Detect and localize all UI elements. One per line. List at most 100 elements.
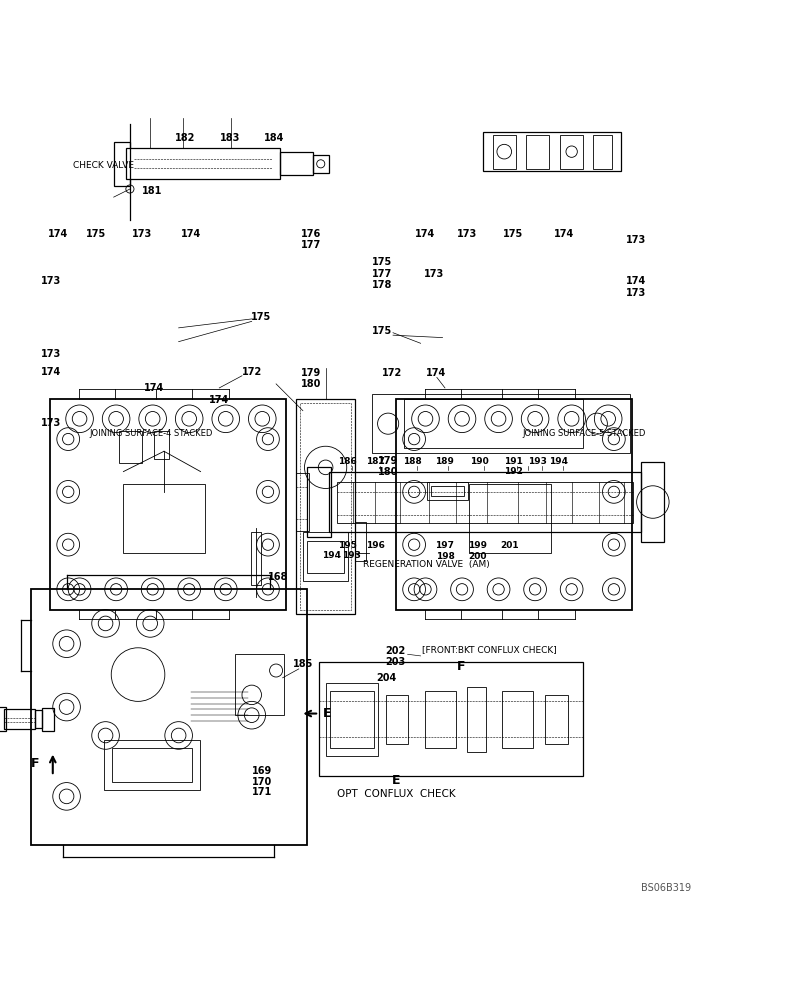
Bar xyxy=(328,472,641,532)
Text: 178: 178 xyxy=(371,280,392,290)
Text: 176: 176 xyxy=(301,229,320,239)
Text: 173: 173 xyxy=(41,349,61,359)
Bar xyxy=(492,135,515,169)
Text: 203: 203 xyxy=(385,657,405,667)
Bar xyxy=(466,687,486,752)
Text: 193: 193 xyxy=(527,457,547,466)
Text: 187: 187 xyxy=(366,457,385,466)
Bar xyxy=(544,695,567,744)
Text: CHECK VALVE: CHECK VALVE xyxy=(73,161,134,170)
Text: 183: 183 xyxy=(219,133,240,143)
Bar xyxy=(42,708,54,731)
Text: 188: 188 xyxy=(402,457,422,466)
Text: 173: 173 xyxy=(625,235,645,245)
Text: 181: 181 xyxy=(141,186,162,196)
Text: [FRONT:BKT CONFLUX CHECK]: [FRONT:BKT CONFLUX CHECK] xyxy=(422,645,556,654)
Text: 174: 174 xyxy=(181,229,200,239)
Text: 182: 182 xyxy=(174,133,195,143)
Text: 171: 171 xyxy=(251,787,272,797)
Bar xyxy=(560,135,582,169)
Bar xyxy=(126,148,280,179)
Text: JOINING SURFACE-5 STACKED: JOINING SURFACE-5 STACKED xyxy=(521,429,645,438)
Text: 174: 174 xyxy=(41,367,61,377)
Bar xyxy=(251,532,260,585)
Bar xyxy=(325,683,378,756)
Text: 175: 175 xyxy=(86,229,105,239)
Text: 173: 173 xyxy=(457,229,476,239)
Text: BS06B319: BS06B319 xyxy=(640,883,690,893)
Bar xyxy=(312,155,328,173)
Bar xyxy=(483,132,620,171)
Text: 195: 195 xyxy=(337,541,357,550)
Bar xyxy=(501,691,532,748)
Bar xyxy=(112,748,191,782)
Text: 193: 193 xyxy=(341,551,361,560)
Bar xyxy=(303,532,348,581)
Bar xyxy=(404,399,582,448)
Text: JOINING SURFACE-4 STACKED: JOINING SURFACE-4 STACKED xyxy=(89,429,212,438)
Text: 174: 174 xyxy=(49,229,68,239)
Bar xyxy=(427,482,467,500)
Bar xyxy=(469,484,550,553)
Bar xyxy=(354,522,366,561)
Text: 175: 175 xyxy=(503,229,522,239)
Text: 172: 172 xyxy=(382,368,401,378)
Bar xyxy=(431,486,463,496)
Text: 173: 173 xyxy=(41,276,61,286)
Text: F: F xyxy=(457,660,465,673)
Bar xyxy=(371,394,629,453)
Bar xyxy=(641,462,663,542)
Bar xyxy=(424,691,455,748)
Text: REGENERATION VALVE  (AM): REGENERATION VALVE (AM) xyxy=(363,560,489,569)
Text: 175: 175 xyxy=(371,326,392,336)
Text: 199: 199 xyxy=(467,541,487,550)
Bar xyxy=(396,398,631,610)
Text: 197: 197 xyxy=(435,541,454,550)
Text: 185: 185 xyxy=(292,659,313,669)
Bar xyxy=(337,482,633,523)
Text: 173: 173 xyxy=(132,229,152,239)
Bar xyxy=(235,654,284,715)
Text: 196: 196 xyxy=(366,541,385,550)
Bar xyxy=(104,740,200,790)
Text: 201: 201 xyxy=(500,541,518,550)
Text: 177: 177 xyxy=(371,269,392,279)
Bar xyxy=(35,710,42,728)
Text: 172: 172 xyxy=(242,367,261,377)
Bar xyxy=(114,142,130,186)
Text: 175: 175 xyxy=(371,257,392,267)
Bar xyxy=(330,691,373,748)
Bar xyxy=(307,467,331,537)
Text: 169: 169 xyxy=(251,766,272,776)
Text: 174: 174 xyxy=(625,276,645,286)
Bar xyxy=(280,152,312,175)
Text: 191: 191 xyxy=(503,457,522,466)
Bar xyxy=(295,473,308,531)
Text: 200: 200 xyxy=(468,552,486,561)
Text: 198: 198 xyxy=(435,552,454,561)
Bar xyxy=(307,541,344,573)
Bar xyxy=(31,589,307,845)
Text: 189: 189 xyxy=(434,457,453,466)
Bar xyxy=(300,403,350,610)
Text: 173: 173 xyxy=(41,418,61,428)
Text: 168: 168 xyxy=(268,572,289,582)
Text: 192: 192 xyxy=(503,467,522,476)
Text: 186: 186 xyxy=(337,457,357,466)
Bar xyxy=(592,135,611,169)
Text: 179: 179 xyxy=(301,368,320,378)
Bar xyxy=(4,709,35,729)
Bar xyxy=(319,662,582,776)
Bar xyxy=(119,431,142,463)
Text: 184: 184 xyxy=(264,133,285,143)
Text: 180: 180 xyxy=(300,379,321,389)
Bar xyxy=(154,431,169,459)
Text: 173: 173 xyxy=(625,288,645,298)
Text: F: F xyxy=(31,757,39,770)
Text: 204: 204 xyxy=(376,673,396,683)
Text: 180: 180 xyxy=(377,467,398,477)
Text: 170: 170 xyxy=(251,777,272,787)
Text: 202: 202 xyxy=(385,646,405,656)
Bar xyxy=(385,695,408,744)
Text: 174: 174 xyxy=(144,383,164,393)
